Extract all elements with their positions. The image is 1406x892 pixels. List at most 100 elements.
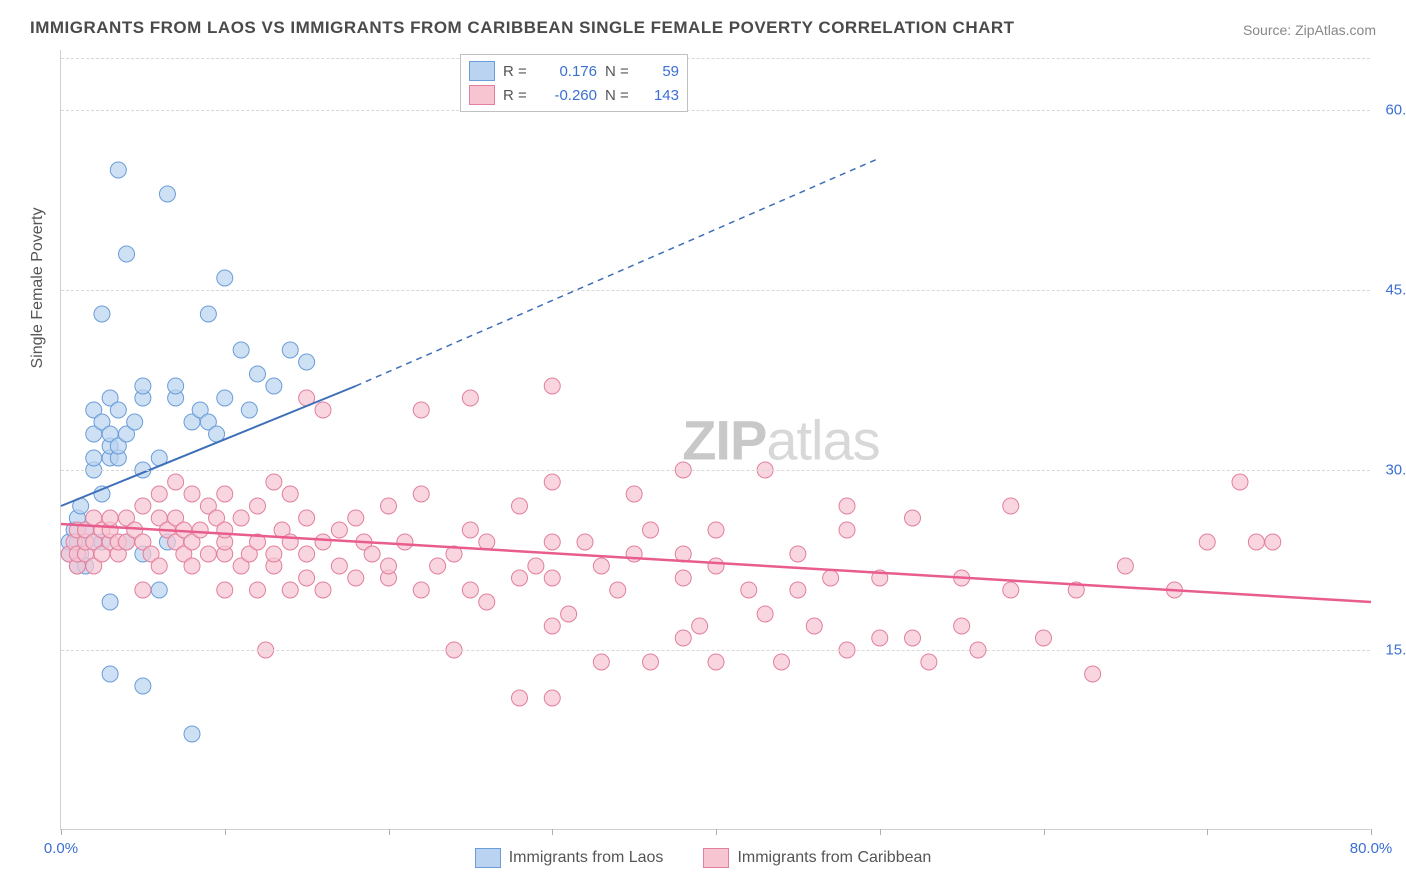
data-point xyxy=(397,534,413,550)
grid-line xyxy=(61,290,1370,291)
data-point xyxy=(184,726,200,742)
legend-label: Immigrants from Laos xyxy=(509,849,664,867)
y-tick-label: 45.0% xyxy=(1378,282,1406,299)
data-point xyxy=(479,534,495,550)
stats-r-label: R = xyxy=(503,63,529,80)
data-point xyxy=(675,570,691,586)
x-tick-mark xyxy=(389,829,390,835)
data-point xyxy=(135,582,151,598)
data-point xyxy=(823,570,839,586)
stats-n-label: N = xyxy=(605,87,631,104)
data-point xyxy=(462,522,478,538)
data-point xyxy=(348,510,364,526)
data-point xyxy=(544,378,560,394)
data-point xyxy=(544,534,560,550)
grid-line xyxy=(61,470,1370,471)
x-tick-mark xyxy=(1371,829,1372,835)
data-point xyxy=(135,378,151,394)
data-point xyxy=(872,630,888,646)
data-point xyxy=(708,654,724,670)
data-point xyxy=(544,690,560,706)
y-tick-label: 15.0% xyxy=(1378,642,1406,659)
grid-line xyxy=(61,650,1370,651)
data-point xyxy=(299,570,315,586)
x-tick-mark xyxy=(552,829,553,835)
trend-line-dashed xyxy=(356,158,880,386)
data-point xyxy=(102,594,118,610)
data-point xyxy=(757,606,773,622)
data-point xyxy=(266,378,282,394)
data-point xyxy=(135,498,151,514)
data-point xyxy=(184,486,200,502)
data-point xyxy=(643,522,659,538)
data-point xyxy=(528,558,544,574)
data-point xyxy=(184,558,200,574)
data-point xyxy=(544,618,560,634)
data-point xyxy=(790,582,806,598)
stats-n-label: N = xyxy=(605,63,631,80)
y-tick-label: 60.0% xyxy=(1378,102,1406,119)
data-point xyxy=(135,678,151,694)
data-point xyxy=(217,582,233,598)
data-point xyxy=(282,486,298,502)
stats-r-value: -0.260 xyxy=(537,87,597,104)
data-point xyxy=(1248,534,1264,550)
data-point xyxy=(381,558,397,574)
data-point xyxy=(110,402,126,418)
data-point xyxy=(790,546,806,562)
data-point xyxy=(413,402,429,418)
data-point xyxy=(102,510,118,526)
data-point xyxy=(159,186,175,202)
data-point xyxy=(1003,498,1019,514)
data-point xyxy=(1117,558,1133,574)
data-point xyxy=(512,570,528,586)
data-point xyxy=(692,618,708,634)
data-point xyxy=(839,522,855,538)
data-point xyxy=(1232,474,1248,490)
legend-swatch xyxy=(475,848,501,868)
data-point xyxy=(610,582,626,598)
data-point xyxy=(250,366,266,382)
data-point xyxy=(479,594,495,610)
data-point xyxy=(1003,582,1019,598)
chart-source: Source: ZipAtlas.com xyxy=(1243,22,1376,38)
y-axis-label: Single Female Poverty xyxy=(29,208,47,369)
data-point xyxy=(217,270,233,286)
data-point xyxy=(315,402,331,418)
data-point xyxy=(921,654,937,670)
data-point xyxy=(643,654,659,670)
data-point xyxy=(626,486,642,502)
grid-line xyxy=(61,58,1370,59)
data-point xyxy=(1265,534,1281,550)
data-point xyxy=(282,582,298,598)
data-point xyxy=(512,690,528,706)
data-point xyxy=(217,486,233,502)
data-point xyxy=(241,402,257,418)
data-point xyxy=(593,558,609,574)
data-point xyxy=(544,570,560,586)
grid-line xyxy=(61,110,1370,111)
data-point xyxy=(708,558,724,574)
data-point xyxy=(413,486,429,502)
data-point xyxy=(593,654,609,670)
stats-n-value: 143 xyxy=(639,87,679,104)
stats-r-label: R = xyxy=(503,87,529,104)
x-tick-mark xyxy=(1207,829,1208,835)
data-point xyxy=(1085,666,1101,682)
chart-svg xyxy=(61,50,1370,829)
data-point xyxy=(774,654,790,670)
data-point xyxy=(233,342,249,358)
data-point xyxy=(127,414,143,430)
data-point xyxy=(462,582,478,598)
data-point xyxy=(299,354,315,370)
data-point xyxy=(86,450,102,466)
data-point xyxy=(675,630,691,646)
data-point xyxy=(512,498,528,514)
data-point xyxy=(348,570,364,586)
data-point xyxy=(299,546,315,562)
x-tick-mark xyxy=(61,829,62,835)
data-point xyxy=(110,162,126,178)
data-point xyxy=(905,630,921,646)
data-point xyxy=(381,498,397,514)
data-point xyxy=(839,498,855,514)
